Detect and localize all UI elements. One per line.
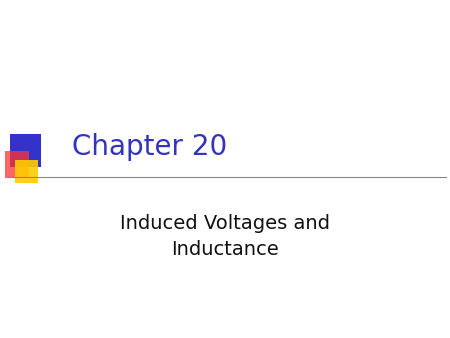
- Bar: [10, 134, 40, 167]
- Bar: [15, 160, 38, 183]
- Bar: [4, 151, 29, 178]
- Text: Chapter 20: Chapter 20: [72, 133, 227, 161]
- Text: Induced Voltages and
Inductance: Induced Voltages and Inductance: [120, 214, 330, 259]
